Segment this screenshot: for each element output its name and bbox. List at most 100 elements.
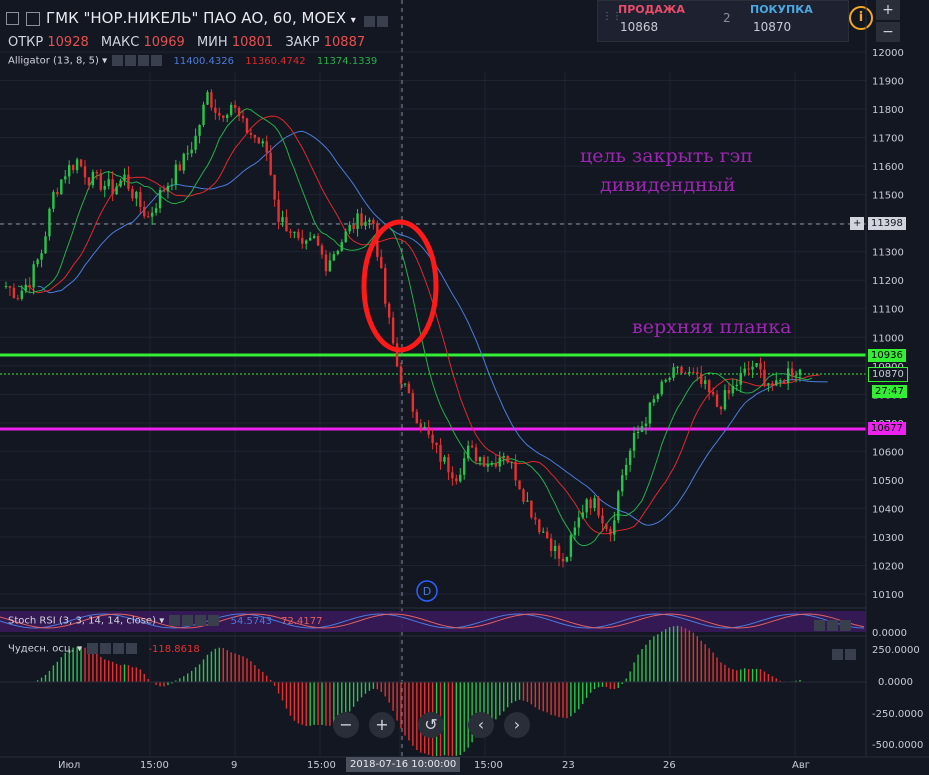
candle-body — [794, 375, 798, 377]
candle-body — [206, 92, 209, 105]
sell-label[interactable]: ПРОДАЖА — [618, 3, 685, 16]
candle-body — [75, 159, 79, 171]
candle-body — [443, 457, 446, 462]
scroll-back-button[interactable]: ‹ — [468, 712, 494, 738]
close-icon[interactable] — [151, 55, 163, 66]
candle-body — [229, 104, 233, 115]
price-tick: 11600 — [872, 162, 904, 173]
candle-body — [198, 124, 201, 136]
copy-icon[interactable] — [138, 55, 150, 66]
plus-button[interactable]: + — [876, 0, 900, 20]
buy-price[interactable]: 10870 — [753, 20, 792, 34]
candle-body — [459, 474, 462, 482]
candle-body — [431, 434, 434, 443]
last-price-tag: 10870 — [868, 367, 908, 382]
gear-icon[interactable] — [377, 16, 388, 27]
gear-icon[interactable] — [100, 643, 112, 654]
candle-body — [423, 426, 426, 429]
reset-chart-button[interactable]: ↺ — [418, 712, 444, 738]
symbol-title[interactable]: ГМК "НОР.НИКЕЛЬ" ПАО АО, 60, MOEX ▾ — [46, 9, 356, 27]
chevron-down-icon[interactable]: ▾ — [350, 15, 356, 26]
candle-body — [447, 457, 450, 473]
chart-header: ГМК "НОР.НИКЕЛЬ" ПАО АО, 60, MOEX ▾ ОТКР… — [0, 0, 929, 72]
candle-body — [289, 231, 292, 233]
gap-ellipse[interactable] — [361, 219, 439, 353]
drag-handle-icon[interactable]: ⋮⋮ — [602, 11, 622, 22]
target-annotation[interactable]: цель закрыть гэп — [580, 145, 753, 167]
resistance-price-tag: 10936 — [868, 349, 906, 362]
close-icon[interactable] — [845, 649, 856, 660]
candle-body — [56, 191, 59, 195]
zoom-in-button[interactable]: + — [369, 712, 395, 738]
chevron-down-icon[interactable]: ▾ — [77, 643, 83, 655]
upper-level-annotation[interactable]: верхняя планка — [632, 316, 792, 338]
candle-body — [387, 303, 391, 318]
close-icon[interactable] — [840, 620, 851, 631]
eye-icon[interactable] — [87, 643, 99, 654]
target-annotation-2[interactable]: дивидендный — [600, 174, 736, 196]
arrow-up-icon[interactable] — [832, 649, 843, 660]
info-icon[interactable]: i — [849, 6, 873, 30]
candle-body — [506, 455, 509, 463]
candle-body — [364, 221, 367, 226]
candle-body — [526, 500, 529, 502]
candle-body — [12, 287, 16, 299]
time-tick: 9 — [231, 760, 238, 771]
time-tick: Авг — [792, 760, 810, 771]
candle-body — [775, 380, 778, 386]
candle-body — [597, 498, 600, 516]
candle-body — [711, 392, 715, 395]
candle-body — [530, 500, 533, 518]
zoom-out-button[interactable]: − — [333, 712, 359, 738]
ao-legend: Чудесн. осц. ▾ -118.8618 — [8, 643, 200, 655]
dividend-event-marker[interactable] — [416, 580, 438, 602]
candle-body — [735, 384, 738, 387]
alligator-legend: Alligator (13, 8, 5) ▾ 11400.4326 11360.… — [8, 55, 378, 67]
candle-body — [344, 231, 347, 243]
eye-icon[interactable] — [364, 16, 375, 27]
copy-icon[interactable] — [113, 643, 125, 654]
gear-icon[interactable] — [125, 55, 137, 66]
chevron-down-icon[interactable]: ▾ — [159, 615, 165, 627]
candle-body — [790, 368, 794, 377]
candle-body — [320, 245, 324, 255]
candle-body — [403, 383, 407, 385]
buy-label[interactable]: ПОКУПКА — [750, 3, 813, 16]
stoch-d-line — [0, 613, 865, 629]
candle-body — [573, 527, 577, 536]
eye-icon[interactable] — [112, 55, 124, 66]
scroll-forward-button[interactable]: › — [504, 712, 530, 738]
candle-body — [249, 132, 253, 135]
arrow-down-icon[interactable] — [827, 620, 838, 631]
menu-icon[interactable] — [6, 12, 19, 25]
close-icon[interactable] — [208, 615, 220, 626]
compare-icon[interactable] — [26, 12, 40, 26]
candle-body — [277, 199, 280, 222]
candle-body — [368, 219, 371, 222]
crosshair-plus-icon[interactable]: + — [850, 217, 865, 230]
candle-body — [569, 535, 573, 557]
price-tick: 11100 — [872, 305, 904, 316]
candle-body — [399, 366, 403, 384]
ao-axis-label: -250.0000 — [872, 709, 924, 720]
spread-value: 2 — [723, 11, 731, 25]
gear-icon[interactable] — [182, 615, 194, 626]
candle-body — [186, 153, 189, 155]
copy-icon[interactable] — [195, 615, 207, 626]
candle-body — [502, 455, 505, 458]
candle-body — [210, 92, 213, 108]
time-tick: Июл — [58, 760, 81, 771]
stoch-pane-controls — [812, 615, 851, 634]
candle-body — [328, 260, 332, 272]
eye-icon[interactable] — [169, 615, 181, 626]
candle-body — [672, 367, 675, 378]
candle-body — [44, 236, 47, 254]
close-icon[interactable] — [126, 643, 138, 654]
sell-price[interactable]: 10868 — [620, 20, 659, 34]
candle-body — [107, 179, 110, 187]
minus-button[interactable]: − — [876, 22, 900, 42]
chevron-down-icon[interactable]: ▾ — [102, 55, 108, 67]
arrow-up-icon[interactable] — [814, 620, 825, 631]
price-axis[interactable]: 1010010200103001040010500106001070010800… — [872, 48, 904, 601]
